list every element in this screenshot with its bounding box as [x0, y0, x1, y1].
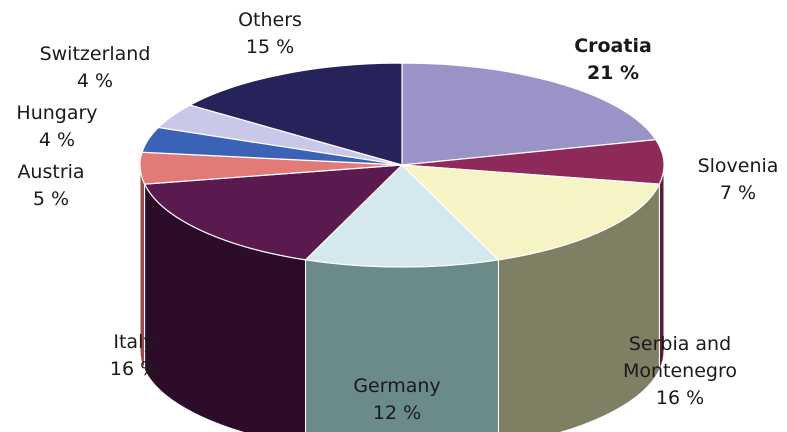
label-name-hungary: Hungary — [16, 102, 97, 124]
slice-others — [188, 62, 403, 166]
pie-sides — [139, 164, 665, 432]
label-value-croatia: 21 % — [587, 62, 639, 84]
label-value-hungary: 4 % — [39, 129, 75, 151]
label-name-serbia-and-montenegro-1: Serbia and — [629, 333, 731, 355]
label-value-serbia-and-montenegro: 16 % — [656, 387, 704, 409]
label-value-germany: 12 % — [373, 402, 421, 424]
label-value-switzerland: 4 % — [77, 70, 113, 92]
label-value-italy: 16 % — [110, 358, 158, 380]
label-serbia-and-montenegro: Serbia and Montenegro 16 % — [623, 333, 737, 409]
label-switzerland: Switzerland 4 % — [40, 43, 151, 92]
label-name-serbia-and-montenegro-2: Montenegro — [623, 360, 737, 382]
label-value-austria: 5 % — [33, 188, 69, 210]
label-value-slovenia: 7 % — [720, 182, 756, 204]
slice-serbia-and-montenegro — [400, 164, 661, 261]
label-germany: Germany 12 % — [353, 375, 440, 424]
label-croatia: Croatia 21 % — [574, 35, 652, 84]
label-name-austria: Austria — [17, 161, 84, 183]
slice-italy — [143, 164, 404, 261]
label-value-others: 15 % — [246, 36, 294, 58]
pie-labels: Croatia 21 % Slovenia 7 % Serbia and Monteneg… — [16, 9, 778, 424]
label-name-switzerland: Switzerland — [40, 43, 151, 65]
slice-slovenia — [401, 139, 665, 185]
label-name-italy: Italy — [113, 331, 154, 353]
label-austria: Austria 5 % — [17, 161, 84, 210]
label-hungary: Hungary 4 % — [16, 102, 97, 151]
label-name-others: Others — [238, 9, 302, 31]
label-others: Others 15 % — [238, 9, 302, 58]
slice-germany — [304, 164, 500, 268]
label-name-germany: Germany — [353, 375, 440, 397]
label-slovenia: Slovenia 7 % — [698, 155, 779, 204]
label-italy: Italy 16 % — [110, 331, 158, 380]
slice-croatia — [401, 62, 657, 166]
pie-slices — [139, 62, 665, 268]
label-name-slovenia: Slovenia — [698, 155, 779, 177]
label-name-croatia: Croatia — [574, 35, 652, 57]
